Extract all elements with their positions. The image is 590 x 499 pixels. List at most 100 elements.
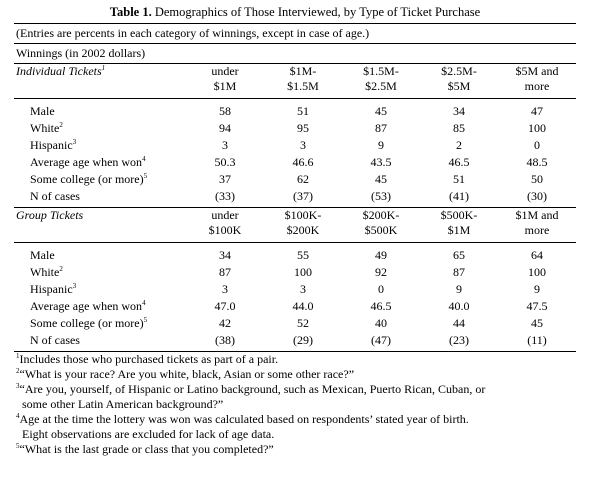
table-cell: 87	[219, 265, 231, 279]
table-cell: 49	[375, 248, 387, 262]
footnote-number: 2	[16, 367, 20, 375]
table-cell: 45	[531, 316, 543, 330]
table-cell: 85	[453, 121, 465, 135]
table-row: Some college (or more)5 42 52 40 44 45	[14, 315, 576, 332]
table-cell: (38)	[215, 333, 235, 347]
row-label-text: Male	[30, 104, 55, 118]
footnote-number: 4	[16, 412, 20, 420]
table-cell: 34	[219, 248, 231, 262]
table-cell: 3	[300, 138, 306, 152]
table-cell: 50	[531, 172, 543, 186]
table-cell: 52	[297, 316, 309, 330]
table-row: Some college (or more)5 37 62 45 51 50	[14, 171, 576, 188]
column-header-line1: $5M and	[515, 64, 559, 78]
column-header-line2: $1.5M	[287, 79, 319, 93]
table-cell: 55	[297, 248, 309, 262]
column-header-line1: $1M and	[515, 208, 559, 222]
column-header-line1: $2.5M-	[441, 64, 477, 78]
table-cell: 51	[297, 104, 309, 118]
column-header-line2: $1M	[447, 223, 471, 237]
footnote-text: some other Latin American background?”	[22, 397, 224, 411]
row-label-text: Hispanic	[30, 138, 73, 152]
table-cell: 3	[222, 282, 228, 296]
table-cell: (29)	[293, 333, 313, 347]
footnote: 2“What is your race? Are you white, blac…	[14, 367, 576, 382]
table-row: N of cases (38) (29) (47) (23) (11)	[14, 332, 576, 349]
column-header-line1: $200K-	[362, 208, 400, 222]
table-cell: 87	[453, 265, 465, 279]
footnote-text: “Are you, yourself, of Hispanic or Latin…	[19, 382, 486, 396]
table-cell: 64	[531, 248, 543, 262]
row-label: Hispanic3	[14, 281, 186, 298]
table-cell: 2	[456, 138, 462, 152]
footnote-mark: 4	[142, 155, 146, 163]
table-cell: (30)	[527, 189, 547, 203]
footnote: 3“Are you, yourself, of Hispanic or Lati…	[14, 382, 576, 412]
column-header-line1: $100K-	[284, 208, 322, 222]
row-label: Some college (or more)5	[14, 315, 186, 332]
table-cell: 45	[375, 172, 387, 186]
table-row: Hispanic3 3 3 0 9 9	[14, 281, 576, 298]
table-cell: (53)	[371, 189, 391, 203]
row-label: Average age when won4	[14, 154, 186, 171]
column-header-line1: $1M-	[289, 64, 317, 78]
table-cell: 48.5	[526, 155, 548, 169]
row-label-text: N of cases	[30, 333, 80, 347]
table-cell: 100	[528, 121, 546, 135]
table-cell: 47	[531, 104, 543, 118]
footnote-mark: 2	[59, 265, 63, 273]
table-cell: 34	[453, 104, 465, 118]
column-header: $200K- $500K	[342, 208, 420, 239]
table-cell: (47)	[371, 333, 391, 347]
row-label-text: Some college (or more)	[30, 316, 144, 330]
column-header: $5M and more	[498, 64, 576, 94]
footnote-number: 5	[16, 442, 20, 450]
row-label-text: White	[30, 265, 60, 279]
table-cell: (11)	[527, 333, 547, 347]
table-row: N of cases (33) (37) (53) (41) (30)	[14, 188, 576, 205]
table-caption: Demographics of Those Interviewed, by Ty…	[154, 5, 481, 19]
row-label-text: N of cases	[30, 189, 80, 203]
row-label: Some college (or more)5	[14, 171, 186, 188]
column-header: $1.5M- $2.5M	[342, 64, 420, 94]
note-rule	[14, 43, 576, 44]
column-header-line2: more	[524, 79, 550, 93]
row-label-text: White	[30, 121, 60, 135]
section-rule	[14, 349, 576, 352]
footnote-mark: 1	[101, 64, 106, 72]
table-cell: 46.5	[370, 299, 392, 313]
table-cell: 45	[375, 104, 387, 118]
footnote-text: Age at the time the lottery was won was …	[19, 412, 469, 426]
top-rule	[14, 23, 576, 24]
table-cell: 3	[222, 138, 228, 152]
column-header-line1: under	[211, 208, 239, 222]
column-header-line2: $200K	[286, 223, 320, 237]
table-cell: 100	[528, 265, 546, 279]
row-label: Average age when won4	[14, 298, 186, 315]
column-header: $1M and more	[498, 208, 576, 239]
footnote-text: Eight observations are excluded for lack…	[22, 427, 275, 441]
footnote-text: Includes those who purchased tickets as …	[19, 352, 279, 366]
table-cell: 42	[219, 316, 231, 330]
table-cell: 3	[300, 282, 306, 296]
table-number: Table 1.	[109, 5, 152, 19]
footnotes: 1Includes those who purchased tickets as…	[14, 352, 576, 457]
column-header-line2: more	[524, 223, 550, 237]
row-label: Male	[14, 103, 186, 120]
row-label: White2	[14, 120, 186, 137]
row-label-text: Male	[30, 248, 55, 262]
table-cell: 43.5	[370, 155, 392, 169]
section-label: Group Tickets	[14, 208, 186, 239]
table-cell: 47.5	[526, 299, 548, 313]
table-cell: 37	[219, 172, 231, 186]
column-header: under $1M	[186, 64, 264, 94]
table-cell: 62	[297, 172, 309, 186]
column-header-line2: $500K	[364, 223, 398, 237]
table-cell: 46.5	[448, 155, 470, 169]
table-cell: (41)	[449, 189, 469, 203]
footnote-number: 3	[16, 382, 20, 390]
table-cell: 50.3	[214, 155, 236, 169]
table-cell: 9	[534, 282, 540, 296]
column-header-line1: under	[211, 64, 239, 78]
footnote-mark: 3	[72, 138, 77, 146]
